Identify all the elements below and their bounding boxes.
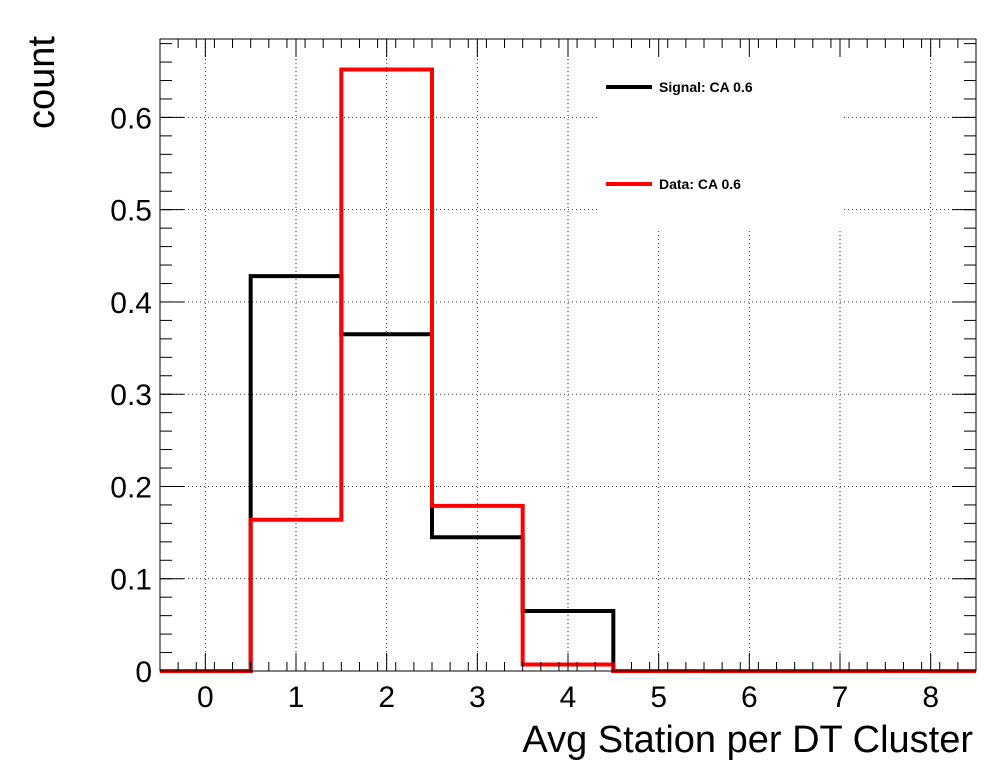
y-tick-label: 0.3 — [110, 379, 152, 412]
y-tick-label: 0.1 — [110, 564, 152, 597]
legend-label-1: Data: CA 0.6 — [659, 176, 741, 192]
x-tick-label: 8 — [922, 681, 939, 714]
y-axis-title: count — [21, 36, 63, 129]
x-tick-label: 6 — [741, 681, 758, 714]
y-tick-label: 0.2 — [110, 471, 152, 504]
legend: Signal: CA 0.6 Data: CA 0.6 — [606, 79, 753, 192]
x-tick-label: 0 — [197, 681, 214, 714]
y-tick-label: 0.6 — [110, 102, 152, 135]
y-tick-label: 0.4 — [110, 287, 152, 320]
x-tick-label: 5 — [650, 681, 667, 714]
grid — [160, 39, 976, 671]
y-tick-label: 0 — [135, 656, 152, 689]
legend-background — [598, 39, 844, 231]
x-tick-label: 7 — [832, 681, 849, 714]
x-axis-title: Avg Station per DT Cluster — [522, 719, 973, 761]
legend-label-0: Signal: CA 0.6 — [659, 79, 753, 95]
axis-ticks — [159, 39, 977, 672]
x-tick-label: 1 — [288, 681, 305, 714]
y-tick-label: 0.5 — [110, 195, 152, 228]
x-tick-label: 3 — [469, 681, 486, 714]
x-tick-label: 4 — [560, 681, 577, 714]
x-tick-label: 2 — [378, 681, 395, 714]
tick-labels: 0 1 2 3 4 5 6 7 8 0 0.1 0.2 0.3 0.4 0.5 0.6 — [110, 102, 939, 714]
